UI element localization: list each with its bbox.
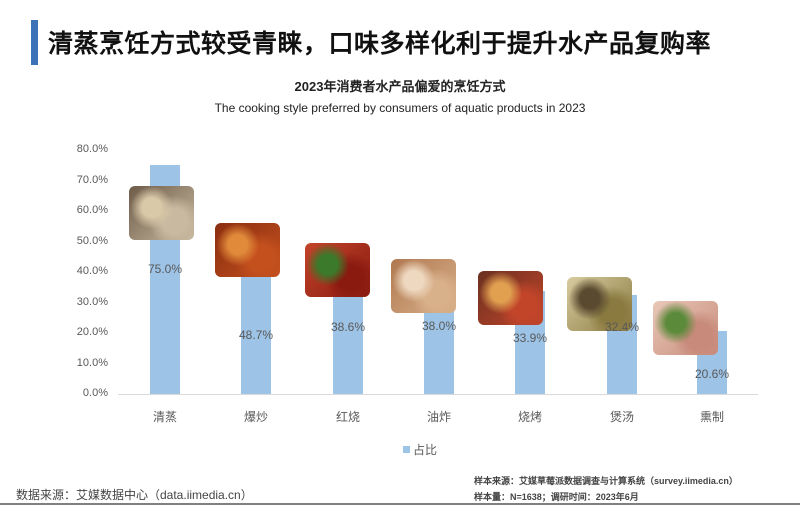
value-label: 38.0%	[421, 319, 457, 333]
x-tick-label: 烧烤	[517, 410, 542, 424]
value-label: 20.6%	[694, 367, 730, 381]
chart-title: 2023年消费者水产品偏爱的烹饪方式	[294, 79, 506, 94]
chart-subtitle: The cooking style preferred by consumers…	[214, 101, 586, 115]
data-source: 数据来源：艾媒数据中心（data.iimedia.cn）	[16, 488, 253, 502]
y-tick-label: 80.0%	[76, 143, 108, 155]
y-tick-label: 50.0%	[76, 234, 108, 247]
x-tick-label: 红烧	[335, 410, 360, 424]
grilled-skewers-image	[478, 271, 543, 325]
braised-dish-image	[305, 243, 370, 297]
value-label: 33.9%	[512, 331, 548, 345]
y-tick-label: 70.0%	[76, 173, 108, 186]
y-tick-label: 60.0%	[76, 204, 108, 216]
y-tick-label: 10.0%	[76, 356, 108, 369]
soup-pot-image	[567, 277, 632, 331]
y-tick-label: 0.0%	[82, 387, 108, 399]
x-tick-label: 煲汤	[609, 410, 634, 424]
x-tick-label: 油炸	[426, 410, 451, 424]
x-axis-line	[118, 394, 758, 395]
value-label: 75.0%	[147, 262, 183, 276]
y-tick-label: 40.0%	[76, 265, 108, 277]
seafood-platter-image	[129, 186, 194, 240]
x-tick-label: 清蒸	[152, 410, 177, 424]
value-label: 38.6%	[330, 320, 366, 334]
fried-shrimp-image	[391, 259, 456, 313]
stir-fried-crab-image	[215, 223, 280, 277]
legend-swatch	[403, 446, 410, 453]
legend-label: 占比	[413, 443, 438, 457]
page-title: 清蒸烹饪方式较受青睐，口味多样化利于提升水产品复购率	[48, 30, 712, 58]
x-tick-label: 爆炒	[243, 410, 268, 424]
y-tick-label: 20.0%	[76, 326, 108, 338]
title-accent-bar	[31, 20, 38, 65]
sample-source: 样本来源：艾媒草莓派数据调查与计算系统（survey.iimedia.cn）	[474, 476, 738, 486]
smoked-meat-image	[653, 301, 718, 355]
x-tick-label: 熏制	[699, 410, 724, 424]
y-tick-label: 30.0%	[76, 295, 108, 308]
footer-divider	[0, 503, 800, 505]
legend: 占比	[403, 441, 437, 458]
value-label: 48.7%	[238, 328, 274, 342]
sample-info: 样本量：N=1638；调研时间：2023年6月	[474, 492, 639, 502]
value-label: 32.4%	[604, 320, 640, 334]
